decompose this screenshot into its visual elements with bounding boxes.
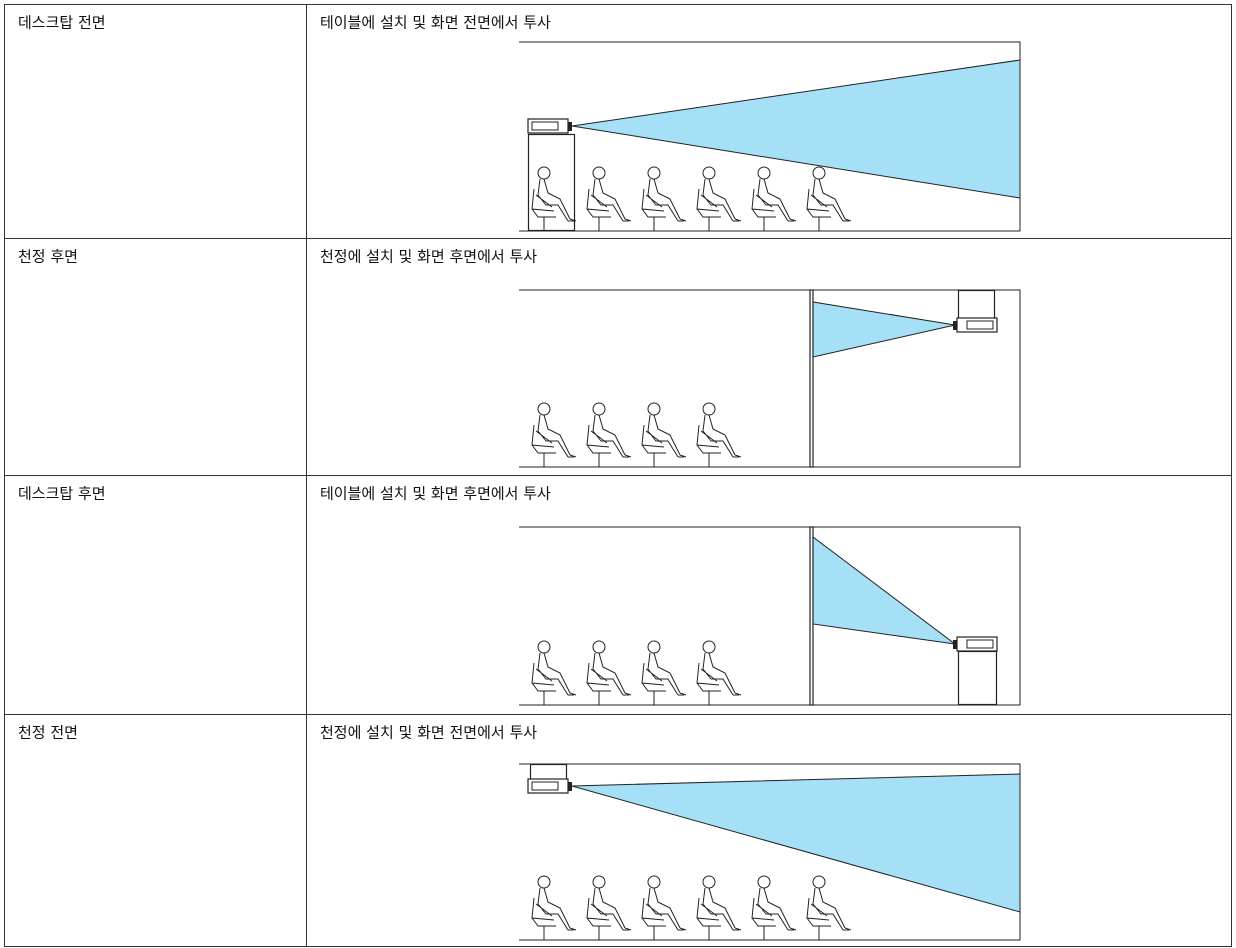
mode-label: 천정 후면: [18, 248, 78, 266]
mode-description: 테이블에 설치 및 화면 전면에서 투사: [320, 14, 551, 32]
mode-description: 천정에 설치 및 화면 후면에서 투사: [320, 248, 537, 266]
diagram: [519, 41, 1021, 232]
diagram: [519, 526, 1021, 706]
mode-label: 천정 전면: [18, 724, 78, 742]
diagram: [519, 289, 1021, 468]
diagram: [519, 763, 1021, 941]
mode-label: 데스크탑 후면: [18, 485, 106, 503]
mode-description: 천정에 설치 및 화면 전면에서 투사: [320, 724, 537, 742]
mode-label: 데스크탑 전면: [18, 14, 106, 32]
table-grid: [4, 4, 1232, 947]
mode-description: 테이블에 설치 및 화면 후면에서 투사: [320, 485, 551, 503]
